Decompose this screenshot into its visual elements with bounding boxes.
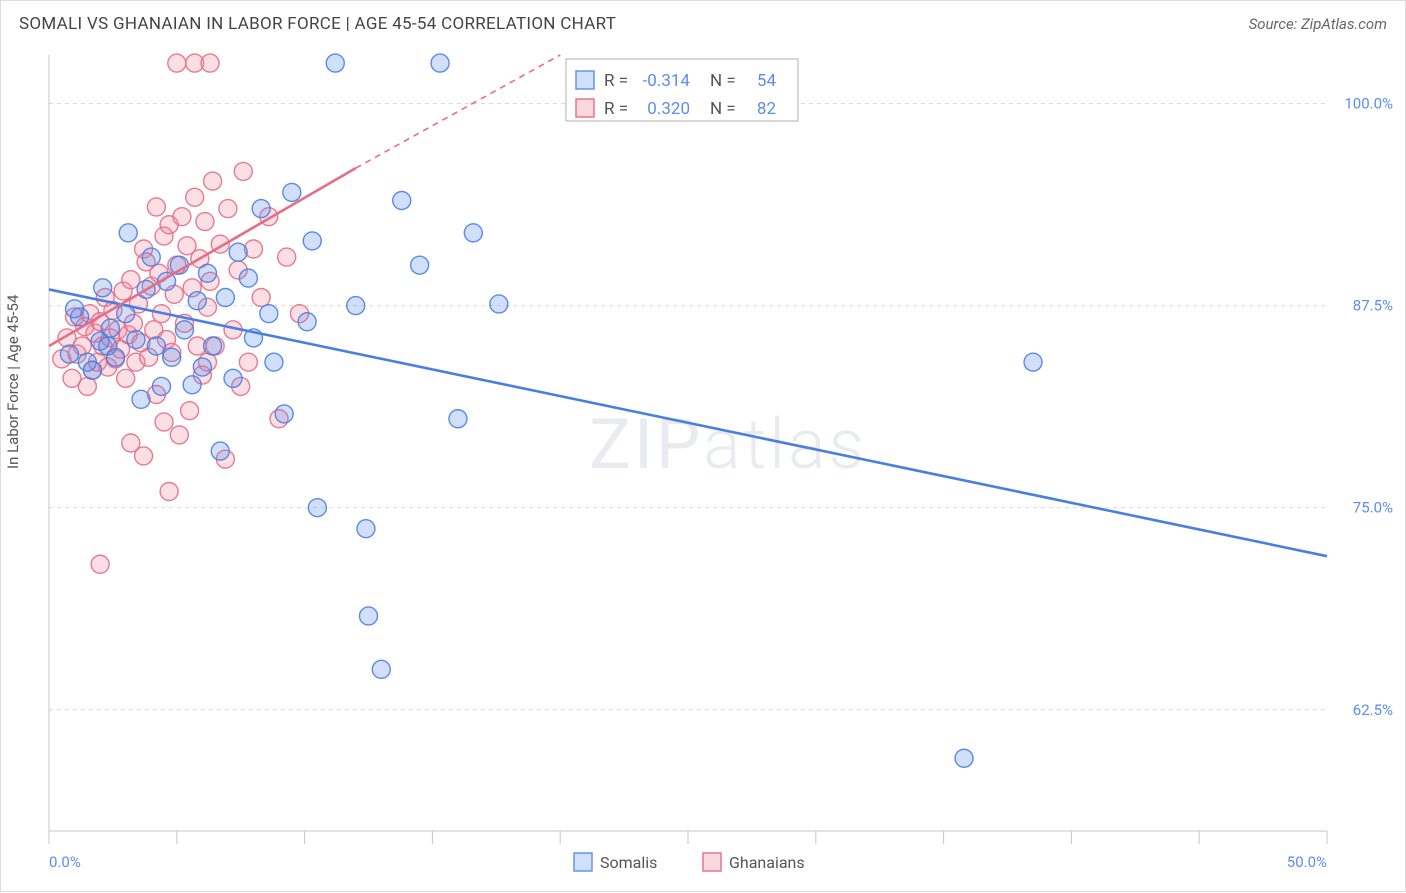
data-point bbox=[229, 243, 247, 261]
data-point bbox=[204, 172, 222, 190]
x-max-label: 50.0% bbox=[1287, 853, 1327, 871]
data-point bbox=[147, 198, 165, 216]
data-point bbox=[955, 749, 973, 767]
data-point bbox=[283, 183, 301, 201]
data-point bbox=[372, 660, 390, 678]
chart-container: SOMALI VS GHANAIAN IN LABOR FORCE | AGE … bbox=[0, 0, 1406, 892]
data-point bbox=[239, 269, 257, 287]
data-point bbox=[91, 555, 109, 573]
data-point bbox=[490, 295, 508, 313]
stats-r-label: R = bbox=[604, 71, 628, 91]
stats-n-value: 54 bbox=[757, 71, 777, 91]
data-point bbox=[357, 520, 375, 538]
data-point bbox=[298, 313, 316, 331]
data-point bbox=[127, 331, 145, 349]
stats-swatch bbox=[576, 71, 594, 89]
data-point bbox=[431, 54, 449, 72]
scatter-chart: 62.5% 75.0% 87.5% 100.0% ZIPatlas 0.0% 50.0% R … bbox=[1, 47, 1406, 893]
trendline-ghanaians-extrapolated bbox=[356, 55, 560, 168]
trendline-somalis bbox=[49, 289, 1327, 556]
data-point bbox=[393, 192, 411, 210]
x-min-label: 0.0% bbox=[49, 853, 81, 871]
data-point bbox=[83, 361, 101, 379]
data-point bbox=[135, 447, 153, 465]
data-point bbox=[186, 188, 204, 206]
data-point bbox=[347, 297, 365, 315]
data-point bbox=[211, 442, 229, 460]
data-point bbox=[265, 353, 283, 371]
stats-r-label: R = bbox=[604, 99, 628, 119]
data-point bbox=[219, 200, 237, 218]
data-point bbox=[193, 358, 211, 376]
data-point bbox=[260, 305, 278, 323]
data-point bbox=[183, 376, 201, 394]
legend-label: Somalis bbox=[600, 853, 657, 872]
stats-n-label: N = bbox=[710, 99, 736, 119]
source-attribution: Source: ZipAtlas.com bbox=[1249, 15, 1387, 33]
data-point bbox=[216, 289, 234, 307]
data-point bbox=[66, 300, 84, 318]
data-point bbox=[168, 54, 186, 72]
data-point bbox=[278, 248, 296, 266]
data-point bbox=[181, 402, 199, 420]
data-point bbox=[160, 483, 178, 501]
data-point bbox=[175, 321, 193, 339]
data-point bbox=[78, 377, 96, 395]
stats-n-value: 82 bbox=[757, 99, 776, 119]
data-point bbox=[142, 248, 160, 266]
stats-r-value: 0.320 bbox=[647, 99, 690, 119]
data-point bbox=[239, 353, 257, 371]
data-point bbox=[106, 348, 124, 366]
data-point bbox=[94, 279, 112, 297]
data-point bbox=[201, 54, 219, 72]
data-point bbox=[198, 264, 216, 282]
chart-header: SOMALI VS GHANAIAN IN LABOR FORCE | AGE … bbox=[1, 1, 1405, 47]
stats-swatch bbox=[576, 99, 594, 117]
y-tick-label: 75.0% bbox=[1353, 499, 1393, 517]
plot-area: In Labor Force | Age 45-54 62.5% 75.0% 87.… bbox=[1, 47, 1405, 891]
data-point bbox=[155, 413, 173, 431]
data-point bbox=[101, 319, 119, 337]
watermark: ZIPatlas bbox=[589, 404, 867, 486]
data-point bbox=[411, 256, 429, 274]
data-point bbox=[1024, 353, 1042, 371]
data-point bbox=[252, 289, 270, 307]
data-point bbox=[163, 348, 181, 366]
data-point bbox=[308, 499, 326, 517]
data-point bbox=[303, 232, 321, 250]
data-point bbox=[275, 405, 293, 423]
y-tick-label: 87.5% bbox=[1353, 297, 1393, 315]
data-point bbox=[188, 292, 206, 310]
data-point bbox=[234, 162, 252, 180]
y-axis-label: In Labor Force | Age 45-54 bbox=[4, 295, 22, 469]
data-point bbox=[326, 54, 344, 72]
stats-n-label: N = bbox=[710, 71, 736, 91]
y-tick-label: 100.0% bbox=[1344, 95, 1393, 113]
legend-swatch bbox=[574, 853, 592, 871]
data-point bbox=[360, 607, 378, 625]
data-point bbox=[147, 337, 165, 355]
data-point bbox=[60, 345, 78, 363]
data-point bbox=[252, 200, 270, 218]
data-point bbox=[132, 390, 150, 408]
legend-swatch bbox=[703, 853, 721, 871]
chart-title: SOMALI VS GHANAIAN IN LABOR FORCE | AGE … bbox=[19, 14, 616, 34]
data-point bbox=[119, 224, 137, 242]
data-point bbox=[204, 337, 222, 355]
data-point bbox=[224, 369, 242, 387]
y-tick-label: 62.5% bbox=[1353, 701, 1393, 719]
data-point bbox=[449, 410, 467, 428]
data-point bbox=[170, 426, 188, 444]
stats-r-value: -0.314 bbox=[643, 71, 691, 91]
data-point bbox=[196, 213, 214, 231]
legend-label: Ghanaians bbox=[729, 853, 805, 872]
data-point bbox=[464, 224, 482, 242]
data-point bbox=[152, 377, 170, 395]
data-point bbox=[117, 369, 135, 387]
data-point bbox=[173, 208, 191, 226]
